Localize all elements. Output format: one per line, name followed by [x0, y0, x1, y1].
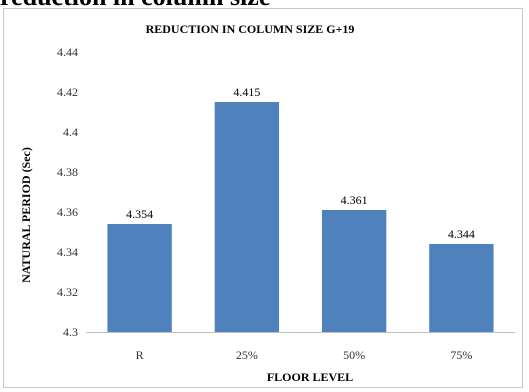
bar-data-label: 4.415: [233, 85, 260, 99]
y-tick-label: 4.32: [57, 285, 78, 299]
x-tick-label: R: [136, 348, 144, 362]
y-tick-label: 4.34: [57, 245, 78, 259]
page-heading-partial: reduction in column size: [0, 0, 529, 8]
bar: [429, 244, 494, 332]
chart-frame: REDUCTION IN COLUMN SIZE G+19 4.3 4.32 4.3…: [3, 8, 523, 388]
y-tick-label: 4.4: [63, 125, 78, 139]
x-axis-ticks: R 25% 50% 75%: [136, 348, 473, 362]
bar: [214, 102, 280, 332]
chart-title: REDUCTION IN COLUMN SIZE G+19: [146, 22, 355, 36]
y-tick-label: 4.36: [57, 205, 78, 219]
y-tick-label: 4.42: [57, 85, 78, 99]
x-axis-title: FLOOR LEVEL: [267, 370, 353, 384]
x-tick-label: 50%: [343, 348, 365, 362]
x-tick-label: 75%: [450, 348, 472, 362]
bars: [107, 102, 494, 332]
y-tick-label: 4.44: [57, 45, 78, 59]
y-axis-ticks: 4.3 4.32 4.34 4.36 4.38 4.4 4.42 4.44: [57, 45, 78, 339]
bar-data-labels: 4.354 4.415 4.361 4.344: [126, 85, 475, 241]
bar: [107, 224, 172, 332]
bar-data-label: 4.344: [448, 227, 475, 241]
y-axis-title: NATURAL PERIOD (Sec): [19, 147, 33, 283]
y-tick-label: 4.3: [63, 325, 78, 339]
bar-chart: REDUCTION IN COLUMN SIZE G+19 4.34.324.3…: [19, 22, 515, 384]
x-tick-label: 25%: [236, 348, 258, 362]
y-tick-label: 4.38: [57, 165, 78, 179]
bar-data-label: 4.361: [341, 193, 368, 207]
bar-data-label: 4.354: [126, 207, 153, 221]
bar: [321, 210, 387, 332]
